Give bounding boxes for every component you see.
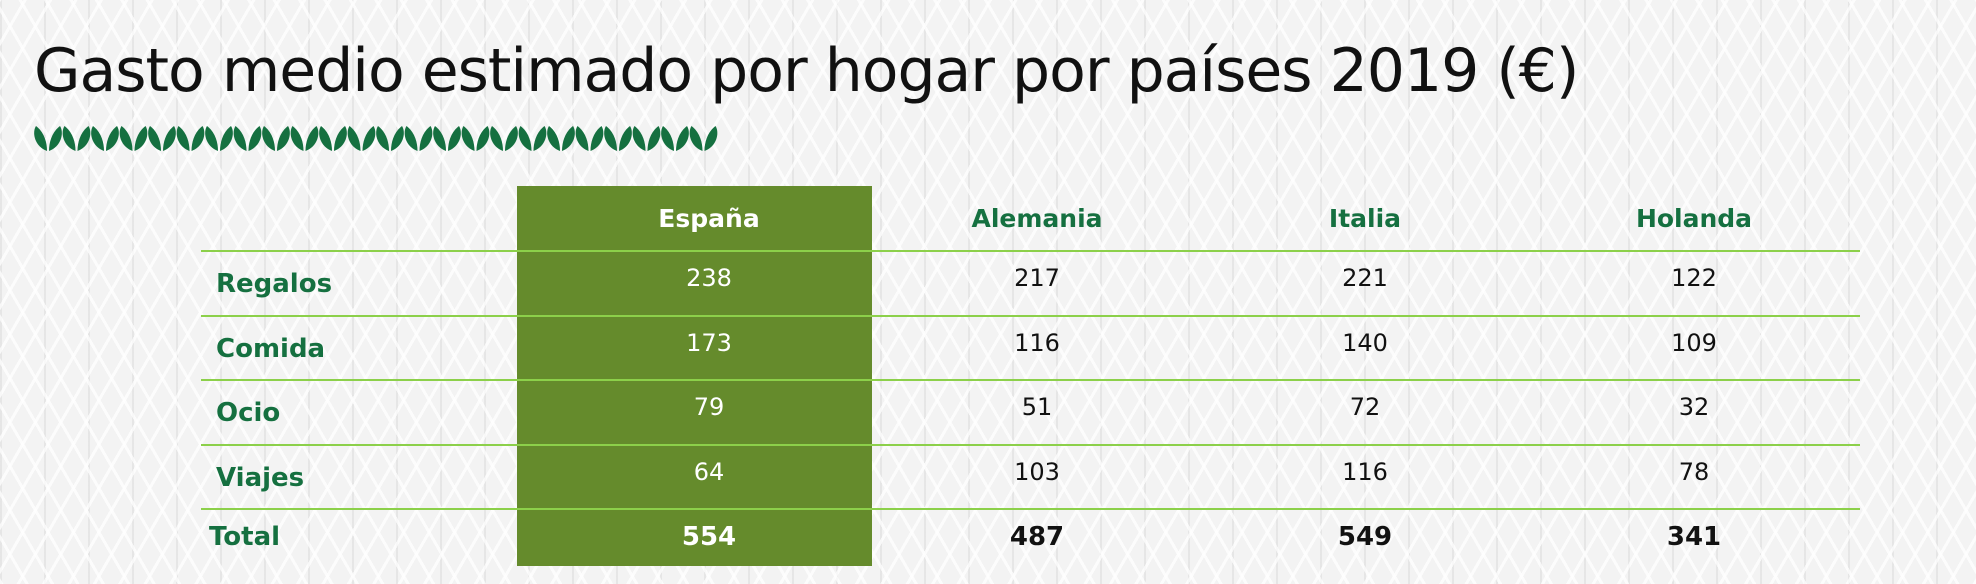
table-cell: 116 (1014, 329, 1060, 357)
leaf-icon (347, 126, 376, 151)
row-divider (201, 379, 1860, 381)
leaf-garland-icon (34, 126, 718, 151)
table-cell: 487 (1009, 522, 1065, 552)
leaf-icon (518, 126, 547, 151)
table-cell: 64 (693, 458, 725, 486)
leaf-icon (176, 126, 205, 151)
row-label: Ocio (216, 398, 281, 428)
column-header: Holanda (1635, 204, 1753, 233)
table-cell: 238 (686, 264, 732, 292)
leaf-icon (604, 126, 632, 151)
table-cell: 341 (1666, 522, 1722, 552)
leaf-icon (233, 126, 262, 151)
table-cell: 116 (1342, 458, 1388, 486)
column-header: España (658, 204, 760, 233)
leaf-icon (632, 126, 661, 151)
leaf-icon (62, 126, 91, 151)
leaf-icon (461, 126, 490, 151)
row-label: Viajes (216, 463, 305, 493)
table-cell: 78 (1678, 458, 1710, 486)
leaf-icon (205, 126, 233, 151)
chart-title: Gasto medio estimado por hogar por paíse… (34, 36, 1579, 106)
leaf-icon (34, 126, 62, 151)
leaf-icon (689, 126, 718, 151)
table-cell: 79 (693, 393, 725, 421)
row-divider (201, 508, 1860, 510)
leaf-icon (404, 126, 433, 151)
leaf-icon (661, 126, 689, 151)
leaf-icon (119, 126, 148, 151)
row-label: Total (209, 522, 281, 552)
leaf-icon (262, 126, 290, 151)
row-divider (201, 315, 1860, 317)
row-divider (201, 250, 1860, 252)
leaf-icon (319, 126, 347, 151)
leaf-icon (148, 126, 176, 151)
table-cell: 32 (1678, 393, 1710, 421)
leaf-icon (376, 126, 404, 151)
row-label: Comida (216, 334, 326, 364)
table-cell: 549 (1337, 522, 1393, 552)
table-cell: 122 (1671, 264, 1717, 292)
leaf-icon (433, 126, 461, 151)
table-cell: 72 (1349, 393, 1381, 421)
table-cell: 140 (1342, 329, 1388, 357)
table-cell: 109 (1671, 329, 1717, 357)
column-header: Alemania (971, 204, 1103, 233)
table-cell: 217 (1014, 264, 1060, 292)
leaf-icon (547, 126, 575, 151)
column-header: Italia (1328, 204, 1402, 233)
leaf-icon (290, 126, 319, 151)
row-label: Regalos (216, 269, 333, 299)
leaf-icon (91, 126, 119, 151)
highlight-column (517, 186, 872, 566)
table-cell: 221 (1342, 264, 1388, 292)
table-cell: 103 (1014, 458, 1060, 486)
table-cell: 173 (686, 329, 732, 357)
leaf-icon (490, 126, 518, 151)
row-divider (201, 444, 1860, 446)
leaf-icon (575, 126, 604, 151)
table-cell: 51 (1021, 393, 1053, 421)
table-cell: 554 (681, 522, 737, 552)
